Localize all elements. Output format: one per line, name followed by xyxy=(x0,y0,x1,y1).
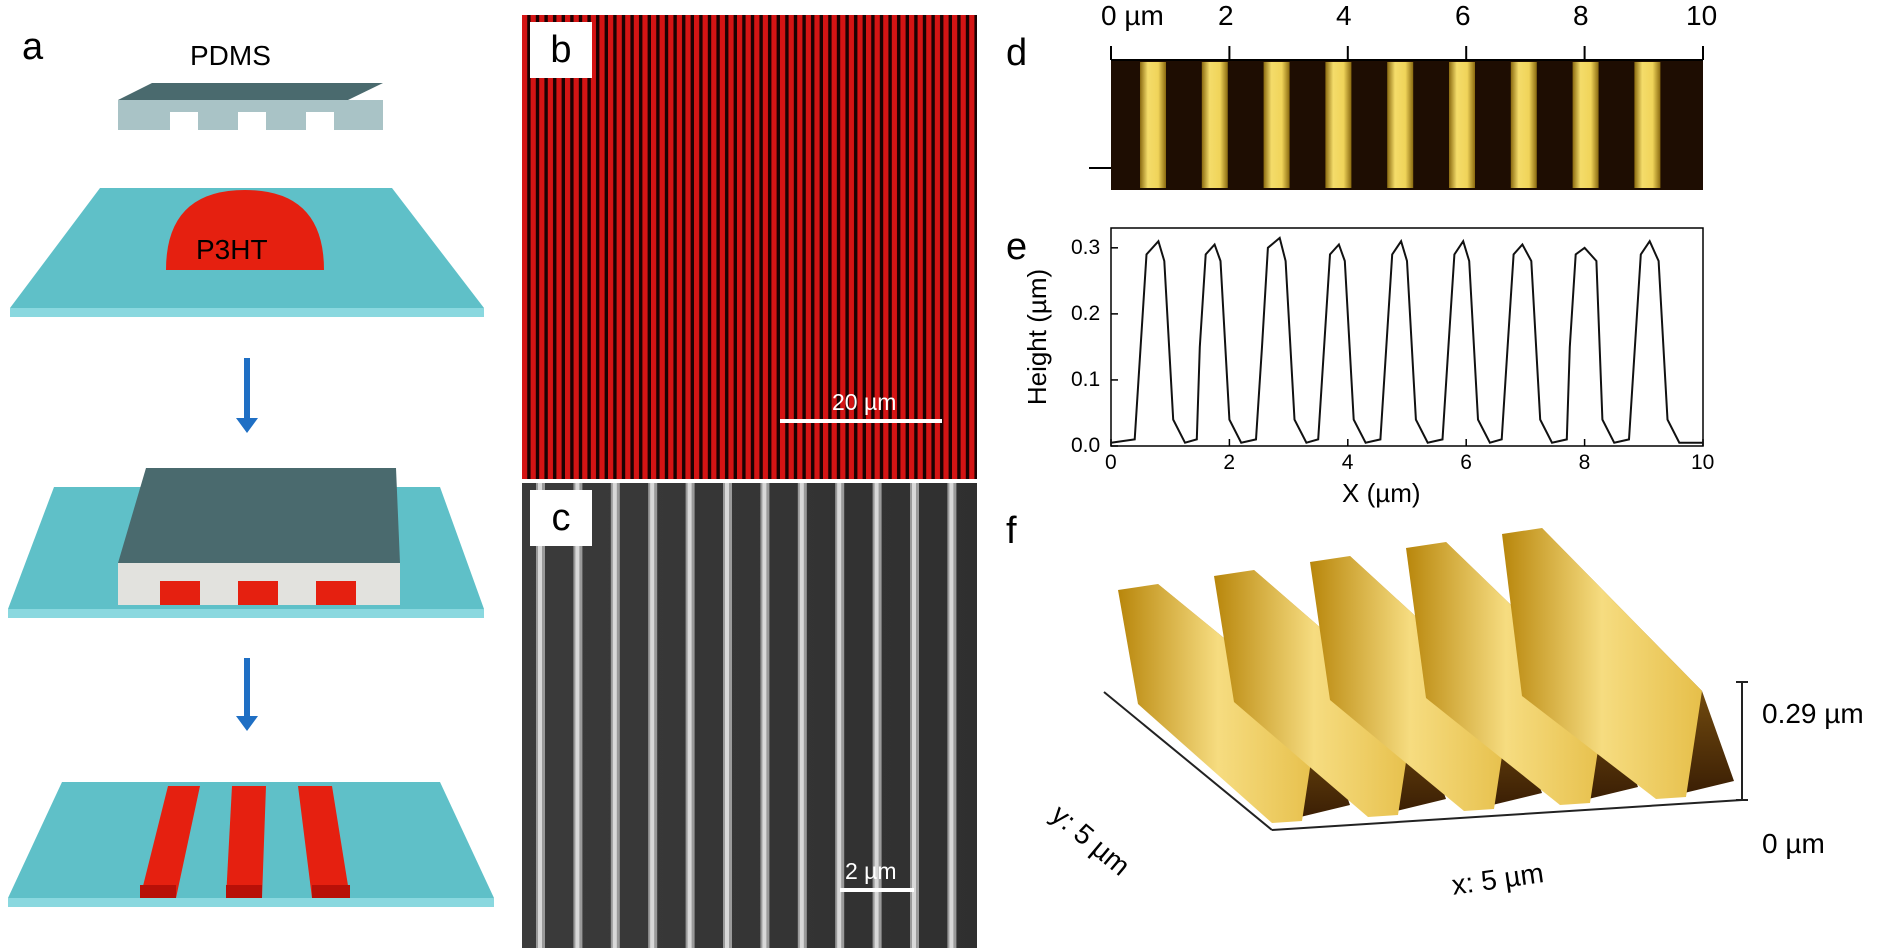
afm-stripe xyxy=(1263,62,1290,188)
scalebar-b xyxy=(780,419,942,423)
e-ytick-label: 0.3 xyxy=(1071,235,1101,259)
panel-label-e: e xyxy=(1006,226,1028,268)
e-ytick-label: 0.0 xyxy=(1071,434,1101,457)
e-ylabel: Height (µm) xyxy=(1022,268,1052,406)
plot-frame xyxy=(1110,227,1704,447)
panel-label-c: c xyxy=(530,490,592,546)
afm-stripe xyxy=(1201,62,1228,188)
d-tick-8: 8 xyxy=(1573,0,1589,31)
stamp-on-substrate xyxy=(8,468,484,618)
pdms-stamp xyxy=(118,83,383,130)
afm-stripe xyxy=(1449,62,1475,188)
afm-stripe xyxy=(1510,62,1537,188)
d-tick-10: 10 xyxy=(1686,0,1718,31)
sem-line-highlight xyxy=(874,483,879,948)
sem-line-highlight xyxy=(612,483,617,948)
scalebar-c-label: 2 µm xyxy=(845,858,897,884)
afm-stripe xyxy=(1140,62,1166,188)
afm-ridges xyxy=(1118,528,1734,823)
panel-e-plot xyxy=(1110,227,1704,447)
e-xtick-label: 8 xyxy=(1578,451,1591,474)
pdms-label: PDMS xyxy=(190,40,271,71)
afm-stripe xyxy=(1325,62,1352,188)
sem-line-highlight xyxy=(650,483,655,948)
afm-stripes xyxy=(1140,62,1661,188)
d-axis-ticks xyxy=(1110,46,1704,60)
ridge-lit-face xyxy=(1118,584,1318,823)
e-xtick-label: 4 xyxy=(1341,451,1354,474)
sem-line-highlight xyxy=(762,483,767,948)
panel-f-afm-3d xyxy=(1103,528,1748,831)
height-profile-line xyxy=(1110,236,1703,444)
substrate-with-droplet xyxy=(10,188,484,317)
e-xtick-label: 0 xyxy=(1105,451,1117,474)
e-xtick-label: 2 xyxy=(1223,451,1236,474)
sem-line-highlight xyxy=(725,483,729,948)
afm-stripe xyxy=(1387,62,1414,188)
panel-c-sem xyxy=(522,483,977,948)
sem-line-highlight xyxy=(949,483,954,948)
sem-line-highlight xyxy=(912,483,916,948)
e-xtick-label: 10 xyxy=(1691,451,1715,474)
d-tick-2: 2 xyxy=(1218,0,1234,31)
e-xlabel: X (µm) xyxy=(1342,478,1421,508)
scalebar-b-label: 20 µm xyxy=(832,389,897,415)
scalebar-c xyxy=(840,888,914,892)
d-tick-6: 6 xyxy=(1455,0,1471,31)
patterned-stripes xyxy=(8,782,494,907)
arrow-down-icon xyxy=(236,658,258,731)
panel-label-b: b xyxy=(530,22,592,78)
d-tick-4: 4 xyxy=(1336,0,1352,31)
e-xtick-label: 6 xyxy=(1460,451,1472,474)
ridge-lit-face xyxy=(1214,570,1414,817)
arrow-down-icon xyxy=(236,358,258,433)
afm-stripe xyxy=(1572,62,1599,188)
z-top-label: 0.29 µm xyxy=(1762,698,1864,729)
sem-line-highlight xyxy=(575,483,580,948)
sem-line-highlight xyxy=(687,483,692,948)
panel-label-d: d xyxy=(1006,32,1028,74)
panel-label-f: f xyxy=(1006,510,1017,552)
sem-line-highlight xyxy=(837,483,842,948)
sem-line-highlight xyxy=(799,483,804,948)
p3ht-label: P3HT xyxy=(196,234,268,265)
panel-label-a: a xyxy=(22,26,44,68)
sem-line-highlight xyxy=(538,483,542,948)
d-tick-0: 0 µm xyxy=(1101,0,1164,31)
ridge-lit-face xyxy=(1502,528,1702,799)
panel-b-micrograph xyxy=(522,15,977,479)
e-ytick-label: 0.2 xyxy=(1071,301,1101,325)
afm-stripe xyxy=(1634,62,1661,188)
panel-d-afm-top xyxy=(1089,46,1704,190)
e-ytick-label: 0.1 xyxy=(1071,367,1101,391)
z-bottom-label: 0 µm xyxy=(1762,828,1825,859)
ridge-lit-face xyxy=(1310,556,1510,811)
panel-a-schematic xyxy=(8,83,494,907)
ridge-lit-face xyxy=(1406,542,1606,805)
sem-lines xyxy=(536,483,957,948)
